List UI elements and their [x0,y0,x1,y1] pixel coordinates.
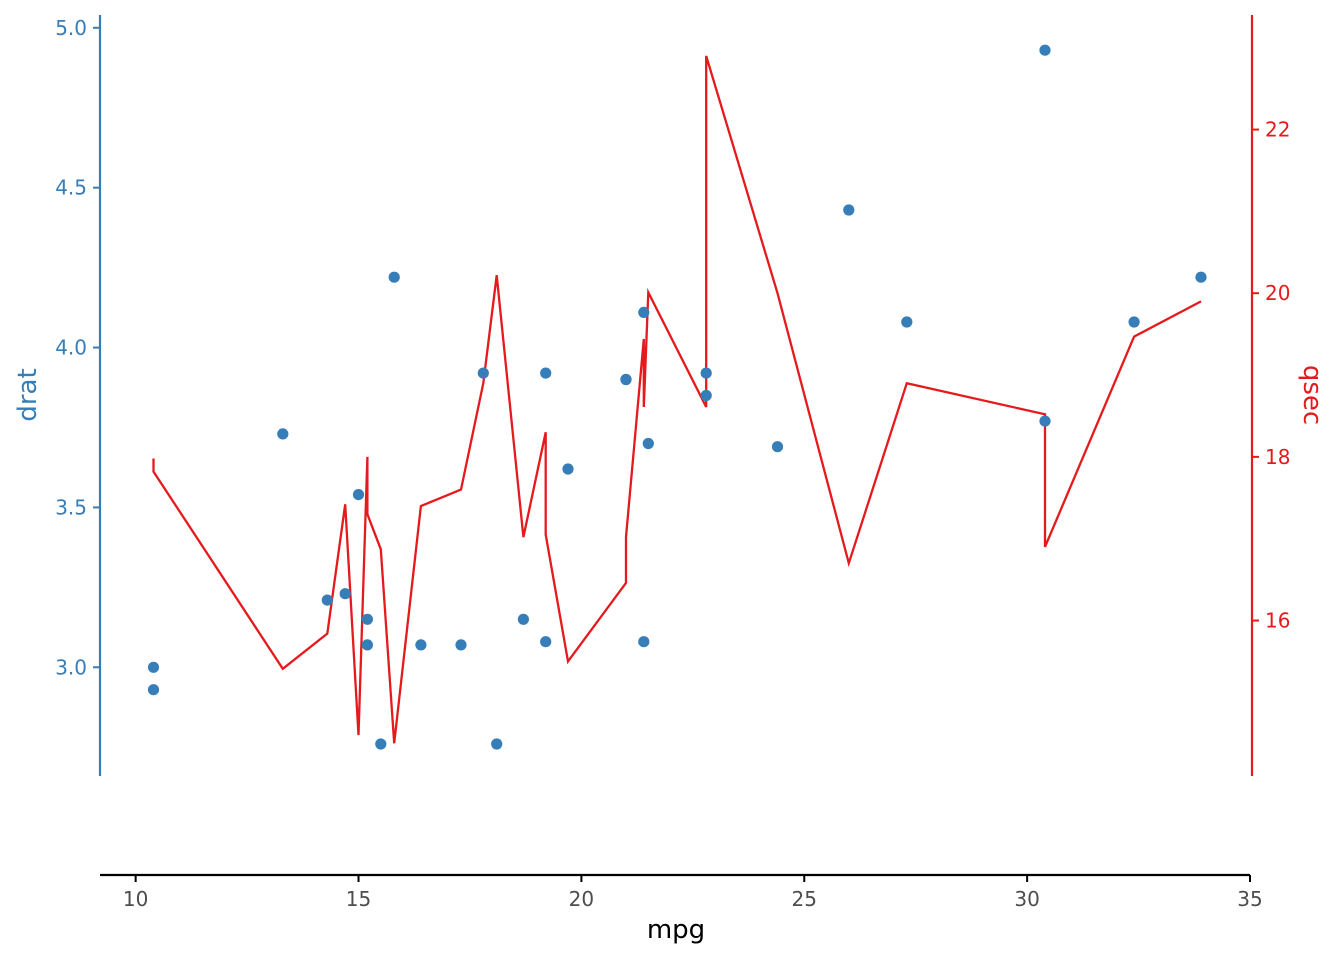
drat-point [147,684,160,696]
drat-point [562,463,574,475]
drat-point [455,639,467,651]
drat-point [1039,415,1051,427]
drat-point [771,441,784,453]
drat-point [642,437,654,450]
drat-point [638,306,650,318]
drat-point [901,316,913,328]
drat-point [388,271,400,283]
x-tick-label: 15 [346,887,371,911]
y-left-tick-label: 5.0 [55,16,87,40]
drat-point [1195,271,1207,283]
drat-point [620,373,632,386]
y-left-tick-label: 4.5 [55,176,87,200]
x-tick-label: 20 [569,887,594,911]
y-axis-right: 16 18 20 22 [1250,15,1290,776]
x-tick-label: 35 [1237,887,1262,911]
drat-point [477,367,489,379]
drat-point [277,428,289,440]
x-tick-label: 25 [792,887,817,911]
y-left-tick-label: 3.0 [55,655,87,679]
drat-point [415,639,427,651]
drat-point [700,367,712,379]
drat-point [540,636,552,648]
drat-point [517,613,530,625]
y-right-tick-label: 18 [1265,445,1290,469]
x-tick-label: 30 [1014,887,1039,911]
drat-point [540,367,552,379]
y-axis-right-title: qsec [1297,365,1327,425]
x-axis-title: mpg [647,915,705,945]
drat-point [361,639,373,651]
qsec-line [152,55,1202,744]
y-left-tick-label: 3.5 [55,495,87,519]
y-right-tick-label: 16 [1265,609,1290,633]
drat-point [147,661,160,673]
plot-area [147,44,1207,750]
y-left-tick-label: 4.0 [55,336,87,360]
drat-point [1128,316,1140,328]
y-right-tick-label: 20 [1265,281,1290,305]
drat-point [321,594,333,606]
drat-point [361,613,373,625]
drat-point [843,204,855,216]
y-right-tick-label: 22 [1265,118,1290,142]
drat-point [638,636,650,648]
drat-point [375,738,387,750]
drat-point [700,389,712,402]
y-axis-left: 3.0 3.5 4.0 4.5 5.0 [55,15,102,776]
y-axis-left-title: drat [13,368,43,421]
drat-point [339,588,351,600]
drat-point [491,738,503,750]
drat-point [352,489,365,501]
drat-point [1039,44,1051,56]
x-axis: 10 15 20 25 30 35 [100,873,1263,911]
x-tick-label: 10 [123,887,148,911]
